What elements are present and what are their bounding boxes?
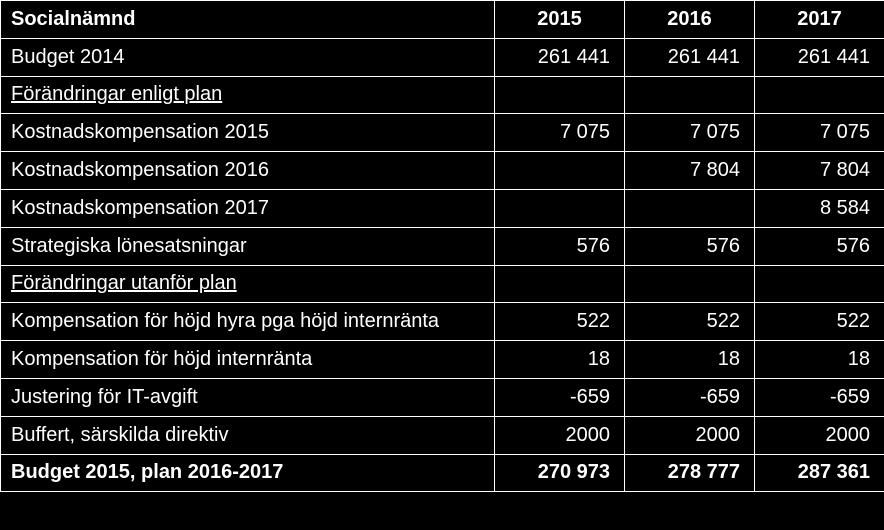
row-value [495,76,625,114]
row-value [495,189,625,227]
row-value: -659 [625,378,755,416]
row-label: Budget 2014 [1,38,495,76]
row-label: Förändringar enligt plan [1,76,495,114]
table-row: Förändringar enligt plan [1,76,884,114]
row-value: 576 [755,227,884,265]
row-label: Budget 2015, plan 2016-2017 [1,454,495,492]
row-value: 7 804 [625,152,755,190]
row-value: 18 [625,341,755,379]
row-label: Kostnadskompensation 2016 [1,152,495,190]
row-value: 261 441 [755,38,884,76]
row-value [755,76,884,114]
row-label: Kostnadskompensation 2015 [1,114,495,152]
table-row: Strategiska lönesatsningar576576576 [1,227,884,265]
row-value: 278 777 [625,454,755,492]
row-value: 7 804 [755,152,884,190]
row-label: Strategiska lönesatsningar [1,227,495,265]
row-label: Kompensation för höjd internränta [1,341,495,379]
table-row: Budget 2014261 441261 441261 441 [1,38,884,76]
row-value: 270 973 [495,454,625,492]
row-value [625,189,755,227]
row-value: 261 441 [495,38,625,76]
row-value: 7 075 [755,114,884,152]
row-value: 2000 [625,416,755,454]
row-value: 18 [495,341,625,379]
table-header-row: Socialnämnd 2015 2016 2017 [1,1,884,39]
table-body: Socialnämnd 2015 2016 2017 Budget 201426… [1,1,884,492]
table-title: Socialnämnd [1,1,495,39]
row-value: 7 075 [625,114,755,152]
table-row: Buffert, särskilda direktiv200020002000 [1,416,884,454]
row-value [625,265,755,303]
row-value: 2000 [755,416,884,454]
table-row: Förändringar utanför plan [1,265,884,303]
row-label: Kostnadskompensation 2017 [1,189,495,227]
row-label: Buffert, särskilda direktiv [1,416,495,454]
table-row: Justering för IT-avgift-659-659-659 [1,378,884,416]
row-label: Kompensation för höjd hyra pga höjd inte… [1,303,495,341]
row-value: 2000 [495,416,625,454]
row-value [755,265,884,303]
row-value: 18 [755,341,884,379]
table-row: Budget 2015, plan 2016-2017270 973278 77… [1,454,884,492]
row-value: 522 [755,303,884,341]
table-row: Kompensation för höjd internränta181818 [1,341,884,379]
year-header-2015: 2015 [495,1,625,39]
row-value: 576 [625,227,755,265]
row-value [495,265,625,303]
year-header-2017: 2017 [755,1,884,39]
table-row: Kostnadskompensation 2016 7 8047 804 [1,152,884,190]
row-value: 261 441 [625,38,755,76]
row-value: 522 [495,303,625,341]
row-value [495,152,625,190]
row-label: Justering för IT-avgift [1,378,495,416]
year-header-2016: 2016 [625,1,755,39]
row-value: 8 584 [755,189,884,227]
row-value: -659 [495,378,625,416]
row-value: 522 [625,303,755,341]
row-value: 576 [495,227,625,265]
table-row: Kostnadskompensation 2017 8 584 [1,189,884,227]
row-label: Förändringar utanför plan [1,265,495,303]
row-value: 287 361 [755,454,884,492]
table-row: Kompensation för höjd hyra pga höjd inte… [1,303,884,341]
row-value: -659 [755,378,884,416]
row-value [625,76,755,114]
row-value: 7 075 [495,114,625,152]
table-row: Kostnadskompensation 20157 0757 0757 075 [1,114,884,152]
budget-table: Socialnämnd 2015 2016 2017 Budget 201426… [0,0,884,492]
